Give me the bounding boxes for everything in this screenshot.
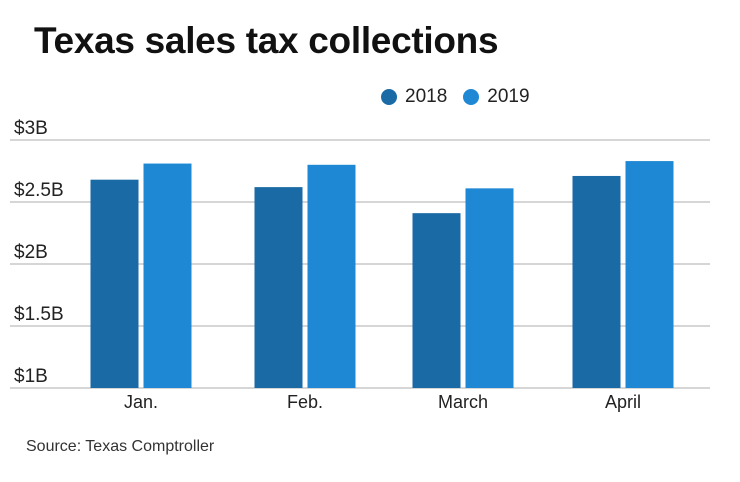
x-tick-label: April: [605, 392, 641, 412]
y-tick-label: $1B: [14, 366, 48, 387]
legend-item-2018: 2018: [381, 86, 447, 108]
bar-2018-april: [572, 175, 621, 388]
bar-2018-feb: [254, 187, 303, 388]
y-tick-label: $1.5B: [14, 304, 64, 325]
legend-label-2019: 2019: [487, 86, 530, 107]
legend: 2018 2019: [381, 86, 546, 108]
bar-2019-march: [465, 188, 514, 388]
legend-swatch-2019: [463, 89, 480, 105]
chart-title: Texas sales tax collections: [34, 20, 499, 61]
legend-label-2018: 2018: [405, 86, 448, 107]
bar-2019-april: [625, 161, 674, 388]
x-tick-label: Feb.: [287, 392, 323, 412]
bar-2018-jan: [90, 179, 139, 388]
x-tick-label: Jan.: [124, 392, 158, 412]
bar-2019-jan: [143, 163, 192, 388]
legend-swatch-2018: [381, 89, 397, 105]
y-tick-label: $2.5B: [14, 180, 64, 201]
source-note: Source: Texas Comptroller: [26, 438, 215, 455]
bar-2018-march: [412, 213, 461, 388]
legend-item-2019: 2019: [463, 86, 530, 108]
y-tick-label: $2B: [14, 242, 48, 263]
x-tick-label: March: [438, 392, 488, 412]
y-tick-label: $3B: [14, 118, 48, 139]
bar-2019-feb: [307, 164, 356, 388]
